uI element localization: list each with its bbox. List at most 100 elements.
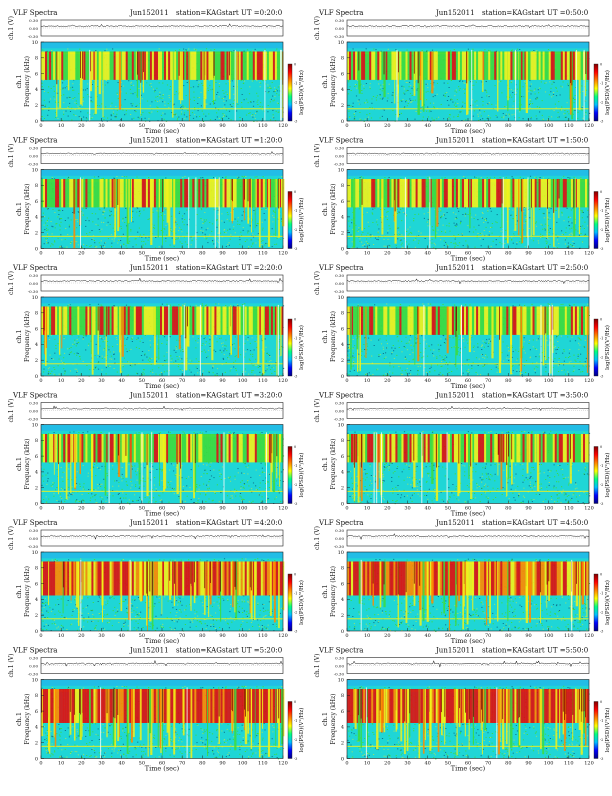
spectrogram-speckle bbox=[503, 116, 504, 117]
spectrogram-speckle bbox=[441, 216, 442, 217]
spectrogram-speckle bbox=[464, 103, 465, 104]
spectrogram-speckle bbox=[172, 238, 173, 239]
sferic-streak bbox=[150, 179, 152, 245]
spectrogram-speckle bbox=[402, 243, 403, 244]
spectrogram-speckle bbox=[562, 234, 563, 235]
spectrogram-speckle bbox=[207, 88, 208, 89]
spectrogram-speckle bbox=[538, 240, 539, 241]
activity-column bbox=[422, 179, 424, 207]
activity-column bbox=[545, 179, 547, 207]
spectrogram-speckle bbox=[415, 240, 416, 241]
spectrogram-speckle bbox=[171, 216, 172, 217]
spectrogram-speckle bbox=[457, 103, 458, 104]
colorbar-tick-label: -2 bbox=[600, 101, 603, 105]
x-tick-label: 30 bbox=[404, 123, 410, 129]
sferic-core bbox=[362, 179, 363, 205]
spectrogram-speckle bbox=[276, 49, 277, 50]
spectrogram-speckle bbox=[395, 49, 396, 50]
activity-column bbox=[450, 51, 452, 79]
spectrogram-speckle bbox=[548, 116, 549, 117]
spectrogram-speckle bbox=[454, 105, 455, 106]
spectrogram-speckle bbox=[265, 208, 266, 209]
spectrogram-speckle bbox=[226, 232, 227, 233]
spectrogram-speckle bbox=[247, 349, 248, 350]
spectrogram-speckle bbox=[388, 93, 389, 94]
spectrogram-speckle bbox=[557, 117, 558, 118]
spectrogram-speckle bbox=[572, 241, 573, 242]
activity-column bbox=[102, 179, 104, 207]
spectrogram-speckle bbox=[116, 117, 117, 118]
spectrogram-speckle bbox=[157, 107, 158, 108]
spectrogram-speckle bbox=[194, 97, 195, 98]
activity-column bbox=[239, 179, 241, 207]
sferic-streak bbox=[259, 179, 261, 247]
spectrogram-speckle bbox=[557, 247, 558, 248]
spectrogram-speckle bbox=[401, 101, 402, 102]
spectrogram-speckle bbox=[228, 242, 229, 243]
spectrogram-speckle bbox=[445, 177, 446, 178]
spectrogram-speckle bbox=[268, 354, 269, 355]
spectrogram-speckle bbox=[457, 99, 458, 100]
activity-column bbox=[216, 51, 218, 79]
spectrogram-speckle bbox=[567, 102, 568, 103]
spectrogram-speckle bbox=[436, 118, 437, 119]
data-gap bbox=[405, 177, 406, 248]
activity-column bbox=[227, 179, 229, 207]
spectrogram-speckle bbox=[252, 244, 253, 245]
spectrogram-speckle bbox=[169, 89, 170, 90]
spectrogram-speckle bbox=[491, 211, 492, 212]
spectrogram-speckle bbox=[49, 107, 50, 108]
spectrogram-speckle bbox=[244, 81, 245, 82]
spectrogram-speckle bbox=[213, 350, 214, 351]
data-gap bbox=[280, 50, 281, 121]
spectrogram-speckle bbox=[133, 118, 134, 119]
spectrogram-speckle bbox=[509, 209, 510, 210]
spectrogram-speckle bbox=[444, 83, 445, 84]
activity-column bbox=[245, 51, 247, 79]
activity-column bbox=[51, 51, 53, 79]
spectrogram-speckle bbox=[458, 234, 459, 235]
activity-column bbox=[458, 179, 460, 207]
spectrogram-speckle bbox=[509, 97, 510, 98]
spectrogram-speckle bbox=[474, 247, 475, 248]
spectrogram-speckle bbox=[200, 50, 201, 51]
spectrogram-speckle bbox=[54, 99, 55, 100]
spectrogram-speckle bbox=[238, 177, 239, 178]
spectrogram-speckle bbox=[229, 229, 230, 230]
spectrogram-speckle bbox=[555, 235, 556, 236]
spectrogram-speckle bbox=[467, 245, 468, 246]
spectrogram-speckle bbox=[359, 208, 360, 209]
activity-column bbox=[452, 179, 454, 207]
spectrogram-speckle bbox=[475, 215, 476, 216]
spectrogram-speckle bbox=[362, 232, 363, 233]
spectrogram-speckle bbox=[42, 50, 43, 51]
spectrogram-speckle bbox=[407, 50, 408, 51]
spectrogram-speckle bbox=[145, 335, 146, 336]
spectrogram-speckle bbox=[359, 241, 360, 242]
activity-column bbox=[71, 179, 73, 207]
spectrogram-speckle bbox=[217, 373, 218, 374]
activity-column bbox=[148, 51, 150, 79]
spectrogram-speckle bbox=[521, 96, 522, 97]
spectrogram-speckle bbox=[103, 341, 104, 342]
spectrogram-speckle bbox=[187, 82, 188, 83]
spectrogram-speckle bbox=[413, 90, 414, 91]
spectrogram-speckle bbox=[358, 237, 359, 238]
spectrogram-speckle bbox=[231, 106, 232, 107]
spectrogram-speckle bbox=[120, 119, 121, 120]
spectrogram-speckle bbox=[403, 93, 404, 94]
spectrogram-speckle bbox=[536, 116, 537, 117]
spectrogram-speckle bbox=[581, 210, 582, 211]
spectrogram-speckle bbox=[104, 243, 105, 244]
x-tick-label: 20 bbox=[78, 123, 84, 129]
spectrogram-speckle bbox=[384, 110, 385, 111]
activity-column bbox=[529, 179, 531, 207]
activity-column bbox=[104, 51, 106, 79]
activity-column bbox=[498, 179, 500, 207]
spectrogram-speckle bbox=[406, 91, 407, 92]
spectrogram-speckle bbox=[364, 246, 365, 247]
activity-column bbox=[504, 51, 506, 79]
spectrogram-speckle bbox=[231, 368, 232, 369]
spectrogram-speckle bbox=[149, 361, 150, 362]
spectrogram-speckle bbox=[98, 219, 99, 220]
